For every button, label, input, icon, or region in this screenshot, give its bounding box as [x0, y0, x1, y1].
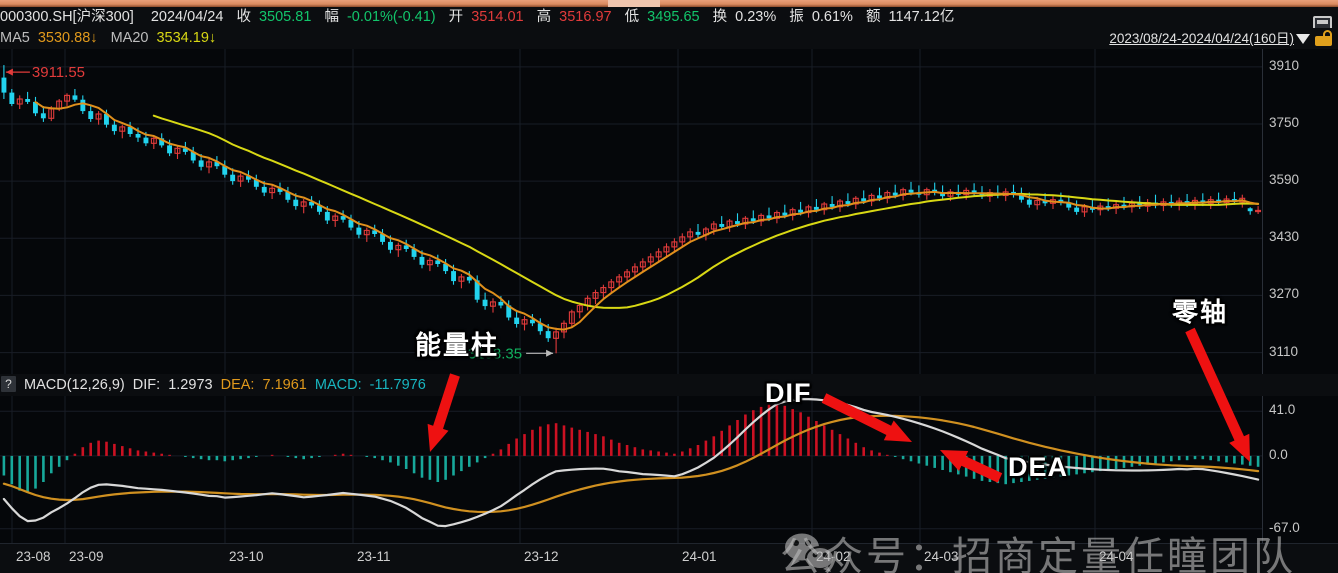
ma5-label: MA5: [0, 30, 30, 46]
symbol-label[interactable]: 000300.SH[沪深300]: [0, 9, 134, 25]
date-axis-tick: 24-03: [924, 549, 959, 564]
ma20-value: 3534.19↓: [156, 30, 217, 46]
date-axis-tick: 24-01: [682, 549, 717, 564]
date-axis-tick: 23-12: [524, 549, 559, 564]
macd-value: -11.7976: [369, 377, 426, 393]
high-label: 高: [536, 9, 552, 25]
low-label: 低: [624, 9, 640, 25]
ma20-label: MA20: [110, 30, 149, 46]
price-axis: 3910 3750 3590 3430 3270 3110: [1262, 49, 1338, 374]
quote-header-row: 000300.SH[沪深300] 2024/04/24 收 3505.81 幅 …: [0, 7, 1338, 31]
unlock-icon[interactable]: [1315, 30, 1332, 46]
price-axis-tick: 3750: [1269, 115, 1300, 130]
title-bar-tab[interactable]: [608, 0, 660, 7]
watermark-text: 公众号：招商定量任瞳团队: [780, 534, 1296, 573]
energy-bars-annotation: 能量柱: [415, 331, 500, 361]
macd-title[interactable]: MACD(12,26,9): [24, 377, 125, 393]
price-chart-pane[interactable]: 3911.55 3108.35: [0, 49, 1262, 374]
date-axis-tick: 23-10: [229, 549, 264, 564]
turnover-value: 0.23%: [735, 9, 777, 25]
macd-chart-pane[interactable]: [0, 396, 1262, 543]
change-value: -0.01%(-0.41): [346, 9, 436, 25]
svg-text:3108.35: 3108.35: [468, 345, 522, 362]
close-label: 收: [236, 9, 251, 25]
low-value: 3495.65: [647, 9, 700, 25]
dif-label: DIF:: [132, 377, 161, 393]
zero-axis-annotation: 零轴: [1172, 298, 1229, 328]
amplitude-label: 振: [789, 9, 804, 25]
open-label: 开: [448, 9, 464, 25]
price-axis-tick: 3110: [1269, 343, 1299, 359]
wechat-logo: [785, 533, 835, 572]
macd-label: MACD:: [314, 377, 362, 393]
quote-date: 2024/04/24: [150, 9, 224, 25]
price-axis-tick: 3270: [1269, 286, 1300, 302]
chevron-down-icon[interactable]: [1296, 34, 1310, 44]
turnover-label: 换: [712, 9, 728, 25]
amount-label: 额: [865, 9, 881, 25]
price-axis-tick: 3430: [1269, 229, 1300, 245]
macd-header-row: ? MACD(12,26,9) DIF: 1.2973 DEA: 7.1961 …: [0, 374, 1338, 396]
macd-axis: 41.0 0.0 -67.0: [1262, 396, 1338, 543]
macd-axis-tick: 0.0: [1269, 446, 1288, 462]
close-value: 3505.81: [258, 9, 312, 25]
date-range-selector[interactable]: 2023/08/24-2024/04/24(160日): [1109, 31, 1294, 46]
date-axis-tick: 24-04: [1099, 549, 1134, 564]
amplitude-value: 0.61%: [811, 9, 853, 25]
date-axis-tick: 23-11: [357, 549, 391, 564]
high-value: 3516.97: [559, 9, 612, 25]
dea-annotation: DEA: [1008, 452, 1069, 482]
date-axis: 23-0823-0923-1023-1123-1224-0124-0224-03…: [0, 543, 1338, 573]
change-label: 幅: [324, 9, 339, 25]
svg-text:3911.55: 3911.55: [32, 64, 85, 81]
open-value: 3514.01: [471, 9, 524, 25]
dif-annotation: DIF: [765, 378, 812, 408]
price-axis-tick: 3590: [1269, 172, 1300, 188]
help-button[interactable]: ?: [1, 376, 16, 393]
macd-axis-tick: 41.0: [1269, 402, 1296, 418]
title-bar-strip: [0, 0, 1338, 7]
date-axis-tick: 23-09: [69, 549, 104, 564]
price-axis-tick: 3910: [1269, 57, 1300, 73]
ma5-value: 3530.88↓: [37, 30, 98, 46]
macd-axis-tick: -67.0: [1269, 519, 1300, 535]
amount-value: 1147.12亿: [888, 9, 955, 25]
ma-header-row: MA5 3530.88↓ MA20 3534.19↓: [0, 28, 1338, 49]
dea-label: DEA:: [220, 377, 255, 393]
dea-value: 7.1961: [262, 377, 307, 393]
date-axis-tick: 23-08: [16, 549, 51, 564]
dif-value: 1.2973: [168, 377, 213, 393]
